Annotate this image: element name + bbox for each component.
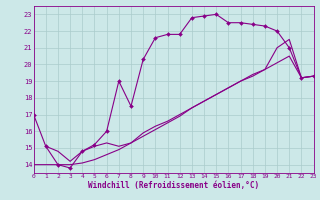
X-axis label: Windchill (Refroidissement éolien,°C): Windchill (Refroidissement éolien,°C) — [88, 181, 259, 190]
